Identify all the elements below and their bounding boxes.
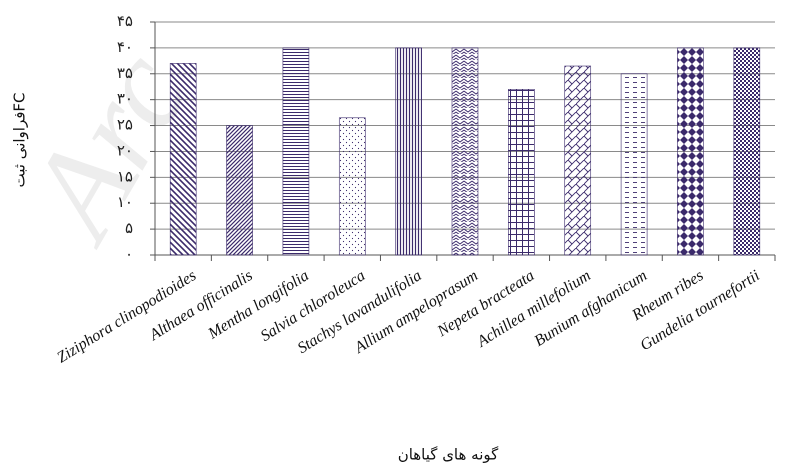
bar xyxy=(282,47,310,256)
y-tick-label: ۲۵ xyxy=(117,116,133,134)
bar xyxy=(338,117,366,256)
y-tick-label: ۱۵ xyxy=(117,167,133,185)
bar xyxy=(395,47,422,256)
y-tick-label: ۳۰ xyxy=(117,90,133,108)
bar xyxy=(620,73,648,256)
y-tick-label: ۴۰ xyxy=(117,38,133,56)
bar xyxy=(169,63,197,256)
y-tick-label: ۴۵ xyxy=(117,12,133,30)
bar xyxy=(677,47,704,256)
bar xyxy=(508,89,535,256)
y-tick-label: ۰ xyxy=(125,245,133,263)
y-tick-label: ۲۰ xyxy=(117,141,133,159)
bar xyxy=(564,65,592,256)
y-tick-label: ۱۰ xyxy=(117,193,133,211)
y-axis-title: فراوانی ثبتFC xyxy=(11,92,29,187)
bar xyxy=(451,47,479,256)
y-tick-label: ۵ xyxy=(125,219,133,237)
y-tick-label: ۳۵ xyxy=(117,64,133,82)
bar xyxy=(733,47,761,256)
x-tick-label: Althaea officinalis xyxy=(146,267,256,344)
x-axis-title: گونه های گیاهان xyxy=(398,446,499,464)
bar xyxy=(226,125,253,256)
